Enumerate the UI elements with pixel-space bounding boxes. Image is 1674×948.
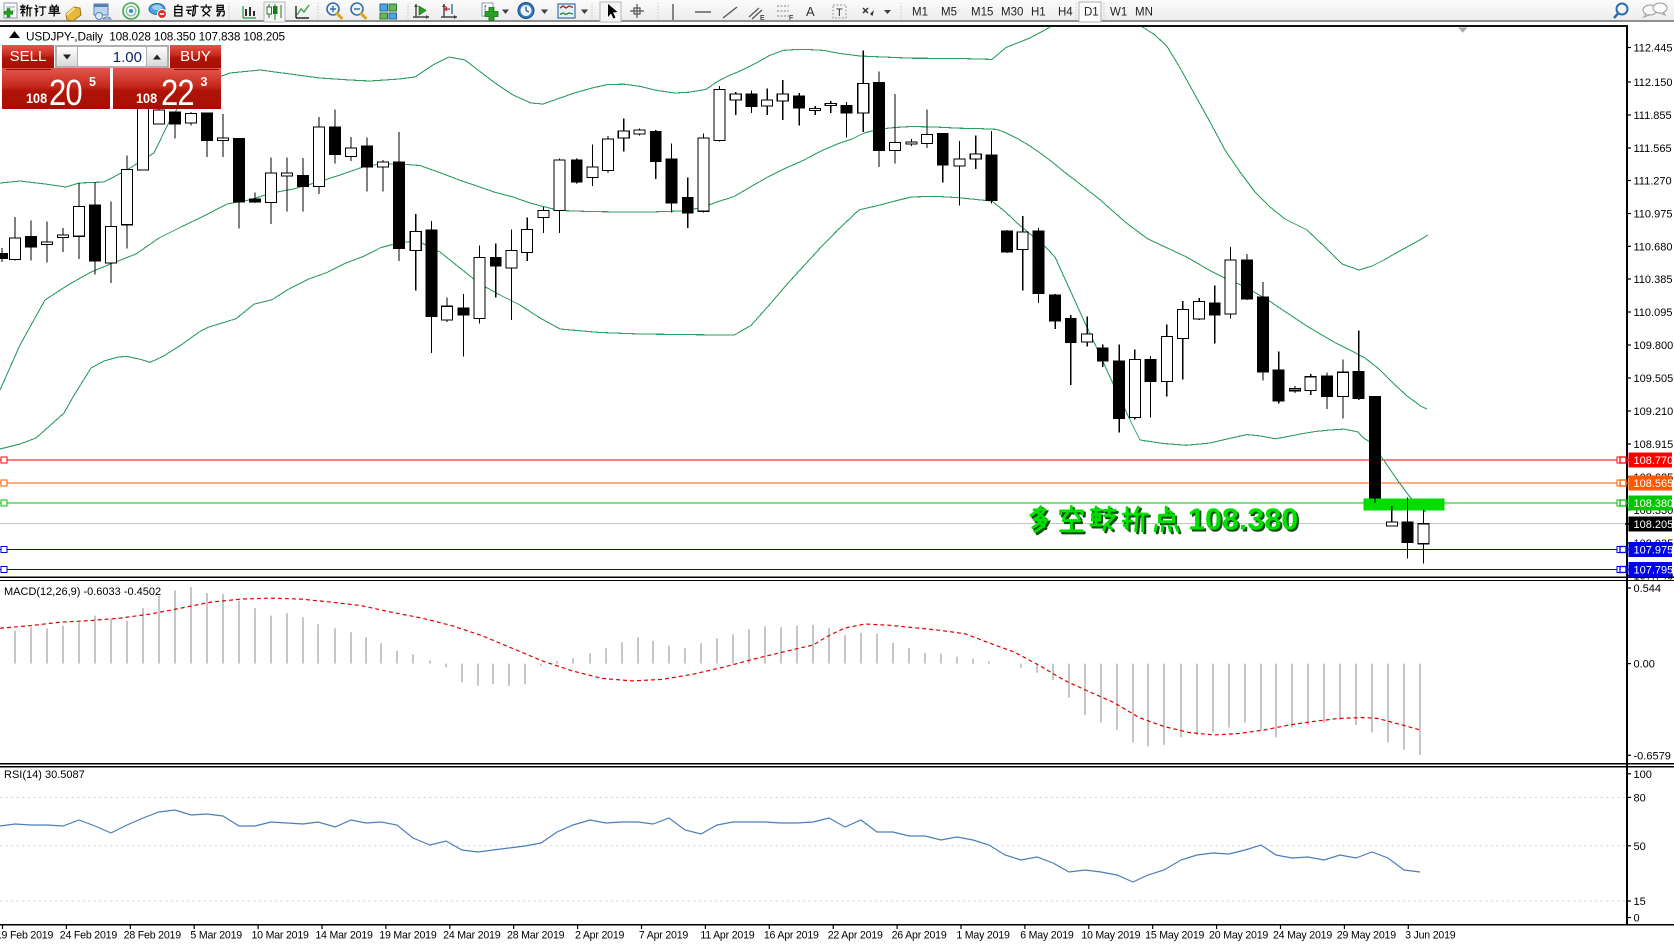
svg-text:M5: M5: [941, 7, 957, 19]
svg-text:80: 80: [1634, 792, 1646, 804]
svg-text:19 Feb 2019: 19 Feb 2019: [0, 930, 53, 942]
svg-text:108.205: 108.205: [1634, 519, 1674, 531]
svg-text:110.680: 110.680: [1634, 241, 1673, 253]
svg-text:D1: D1: [1084, 7, 1099, 19]
svg-text:107.795: 107.795: [1634, 565, 1674, 577]
svg-text:107.975: 107.975: [1634, 545, 1674, 557]
svg-text:15 May 2019: 15 May 2019: [1145, 930, 1204, 942]
svg-text:10 Mar 2019: 10 Mar 2019: [251, 930, 309, 942]
svg-text:M30: M30: [1001, 7, 1023, 19]
svg-text:108.380: 108.380: [1188, 503, 1298, 537]
svg-text:1 May 2019: 1 May 2019: [956, 930, 1010, 942]
svg-text:f: f: [484, 4, 487, 13]
svg-text:110.095: 110.095: [1634, 307, 1673, 319]
svg-text:112.150: 112.150: [1634, 77, 1673, 89]
svg-text:22 Apr 2019: 22 Apr 2019: [828, 930, 883, 942]
svg-text:26 Apr 2019: 26 Apr 2019: [892, 930, 947, 942]
svg-text:111.270: 111.270: [1634, 176, 1672, 188]
svg-text:0: 0: [1634, 913, 1640, 925]
svg-text:24 Mar 2019: 24 Mar 2019: [443, 930, 501, 942]
svg-text:19 Mar 2019: 19 Mar 2019: [379, 930, 437, 942]
svg-text:28 Feb 2019: 28 Feb 2019: [124, 930, 182, 942]
svg-text:110.975: 110.975: [1634, 209, 1673, 221]
svg-text:MN: MN: [1135, 7, 1153, 19]
svg-text:111.855: 111.855: [1634, 110, 1672, 122]
svg-text:0.544: 0.544: [1634, 583, 1662, 595]
svg-text:109.210: 109.210: [1634, 406, 1674, 418]
svg-text:10 May 2019: 10 May 2019: [1081, 930, 1140, 942]
svg-text:50: 50: [1634, 841, 1646, 853]
svg-text:24 Feb 2019: 24 Feb 2019: [60, 930, 118, 942]
svg-text:11 Apr 2019: 11 Apr 2019: [700, 930, 754, 942]
svg-text:108.565: 108.565: [1634, 478, 1674, 490]
svg-text:29 May 2019: 29 May 2019: [1337, 930, 1396, 942]
svg-text:112.445: 112.445: [1634, 43, 1673, 55]
svg-text:14 Mar 2019: 14 Mar 2019: [315, 930, 373, 942]
svg-text:H4: H4: [1058, 7, 1073, 19]
svg-text:109.505: 109.505: [1634, 373, 1674, 385]
svg-text:-0.6579: -0.6579: [1634, 750, 1671, 762]
svg-text:108.380: 108.380: [1190, 505, 1300, 539]
svg-text:H1: H1: [1031, 7, 1046, 19]
svg-text:110.385: 110.385: [1634, 274, 1673, 286]
svg-text:108.915: 108.915: [1634, 439, 1674, 451]
svg-text:3 Jun 2019: 3 Jun 2019: [1405, 930, 1456, 942]
svg-text:15: 15: [1634, 896, 1646, 908]
svg-text:16 Apr 2019: 16 Apr 2019: [764, 930, 819, 942]
svg-text:M15: M15: [971, 7, 993, 19]
svg-text:100: 100: [1634, 769, 1652, 781]
svg-text:T: T: [836, 7, 843, 19]
svg-text:20 May 2019: 20 May 2019: [1209, 930, 1268, 942]
svg-text:A: A: [806, 4, 815, 19]
svg-text:111.565: 111.565: [1634, 143, 1672, 155]
svg-text:0.00: 0.00: [1634, 659, 1655, 671]
svg-text:MACD(12,26,9) -0.6033 -0.4502: MACD(12,26,9) -0.6033 -0.4502: [4, 586, 161, 598]
svg-text:F: F: [789, 15, 793, 22]
svg-text:5 Mar 2019: 5 Mar 2019: [190, 930, 242, 942]
svg-text:USDJPY-,Daily 108.028 108.350: USDJPY-,Daily 108.028 108.350 107.838 10…: [26, 30, 286, 44]
svg-text:7 Apr 2019: 7 Apr 2019: [639, 930, 689, 942]
svg-text:109.800: 109.800: [1634, 340, 1674, 352]
svg-text:RSI(14) 30.5087: RSI(14) 30.5087: [4, 769, 85, 781]
svg-text:6 May 2019: 6 May 2019: [1020, 930, 1074, 942]
svg-text:24 May 2019: 24 May 2019: [1273, 930, 1332, 942]
svg-text:108.380: 108.380: [1634, 498, 1674, 510]
svg-text:2 Apr 2019: 2 Apr 2019: [575, 930, 625, 942]
svg-text:W1: W1: [1110, 7, 1127, 19]
svg-text:E: E: [760, 15, 765, 22]
svg-text:28 Mar 2019: 28 Mar 2019: [507, 930, 565, 942]
svg-text:M1: M1: [912, 7, 928, 19]
svg-text:108.770: 108.770: [1634, 455, 1674, 467]
